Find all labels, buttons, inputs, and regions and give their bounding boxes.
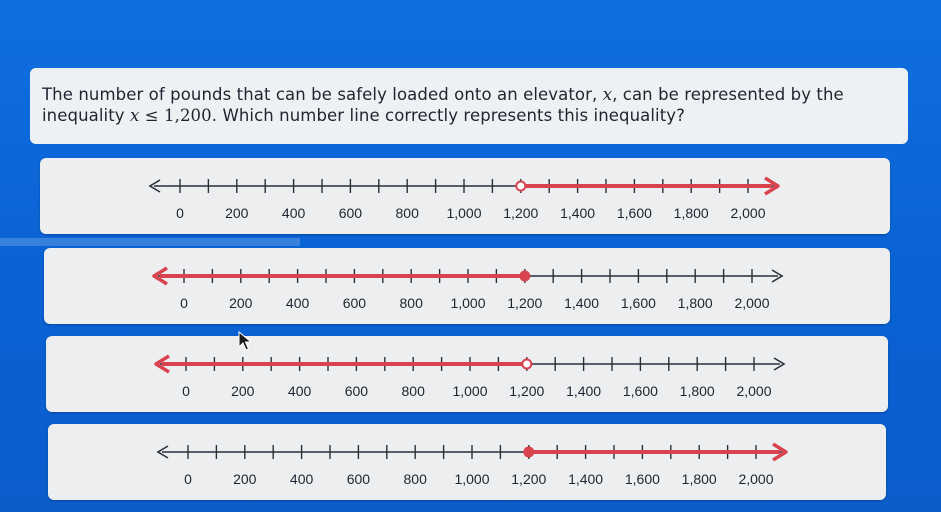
solution-arrowhead — [764, 176, 780, 196]
closed-endpoint — [519, 270, 531, 282]
tick-label: 400 — [286, 295, 310, 311]
tick-label: 1,400 — [568, 471, 603, 487]
tick-label: 200 — [233, 471, 257, 487]
tick-label: 1,400 — [566, 383, 601, 399]
tick-label: 1,000 — [450, 295, 485, 311]
answer-option-d[interactable]: 0 200 400 600 800 1,000 1,200 1,400 1,600 1,800 2,… — [48, 424, 886, 500]
axis-arrow-right — [773, 357, 786, 371]
tick-label: 800 — [400, 295, 424, 311]
mouse-pointer-icon — [238, 331, 252, 351]
tick-label: 800 — [404, 471, 428, 487]
tick-label: 0 — [180, 295, 188, 311]
axis-arrow-left — [156, 445, 169, 459]
question-text-before: The number of pounds that can be safely … — [42, 85, 603, 104]
number-line-d: 0 200 400 600 800 1,000 1,200 1,400 1,600 1,800 2,… — [156, 442, 788, 487]
tick-label: 1,200 — [503, 205, 538, 221]
tick-label: 2,000 — [736, 383, 771, 399]
tick-label: 1,000 — [446, 205, 481, 221]
tick-label: 1,200 — [511, 471, 546, 487]
tick-label: 200 — [225, 205, 249, 221]
number-line-c: 0 200 400 600 800 1,000 1,200 1,400 1,600 1,800 2,… — [154, 354, 786, 399]
question-text-after: . Which number line correctly represents… — [211, 106, 685, 125]
tick-label: 2,000 — [734, 295, 769, 311]
answer-option-b[interactable]: 0 200 400 600 800 1,000 1,200 1,400 1,600 1,800 2,… — [44, 248, 890, 324]
axis-arrow-left — [148, 179, 161, 193]
tick-label: 0 — [182, 383, 190, 399]
open-endpoint — [521, 358, 533, 370]
tick-label: 800 — [396, 205, 420, 221]
tick-label: 1,600 — [623, 383, 658, 399]
tick-label: 600 — [345, 383, 369, 399]
tick-label: 1,200 — [507, 295, 542, 311]
tick-label: 1,800 — [682, 471, 717, 487]
number-line-b: 0 200 400 600 800 1,000 1,200 1,400 1,600 1,800 2,… — [152, 266, 784, 311]
tick-label: 1,600 — [625, 471, 660, 487]
axis-arrow-right — [771, 269, 784, 283]
tick-label: 1,800 — [678, 295, 713, 311]
tick-label: 1,200 — [509, 383, 544, 399]
number-line-a: 0 200 400 600 800 1,000 1,200 1,400 1,600 1,800 2,… — [148, 176, 780, 221]
answer-option-a[interactable]: 0 200 400 600 800 1,000 1,200 1,400 1,600 1,800 2,… — [40, 158, 890, 234]
tick-label: 600 — [343, 295, 367, 311]
tick-label: 400 — [282, 205, 306, 221]
tick-label: 1,000 — [454, 471, 489, 487]
tick-label: 200 — [229, 295, 253, 311]
closed-endpoint — [523, 446, 535, 458]
solution-arrowhead — [152, 266, 168, 286]
screen-glare — [0, 238, 300, 246]
tick-label: 200 — [231, 383, 255, 399]
inequality-variable: x — [129, 106, 140, 125]
tick-label: 400 — [290, 471, 314, 487]
tick-label: 0 — [184, 471, 192, 487]
inequality-value: 1,200 — [164, 106, 212, 125]
tick-label: 2,000 — [738, 471, 773, 487]
solution-arrowhead — [154, 354, 170, 374]
solution-arrowhead — [772, 442, 788, 462]
tick-label: 2,000 — [730, 205, 765, 221]
tick-label: 1,600 — [617, 205, 652, 221]
question-text-middle: , can be represented by the inequality — [42, 85, 844, 125]
tick-label: 400 — [288, 383, 312, 399]
question-prompt: The number of pounds that can be safely … — [30, 68, 908, 144]
tick-label: 600 — [347, 471, 371, 487]
tick-label: 600 — [339, 205, 363, 221]
tick-label: 800 — [402, 383, 426, 399]
tick-label: 0 — [176, 205, 184, 221]
tick-label: 1,000 — [452, 383, 487, 399]
answer-option-c[interactable]: 0 200 400 600 800 1,000 1,200 1,400 1,600 1,800 2,… — [46, 336, 888, 412]
tick-label: 1,800 — [680, 383, 715, 399]
tick-label: 1,400 — [564, 295, 599, 311]
inequality-sign: ≤ — [139, 106, 165, 125]
question-variable: x — [602, 85, 613, 104]
tick-label: 1,800 — [674, 205, 709, 221]
tick-label: 1,400 — [560, 205, 595, 221]
open-endpoint — [515, 180, 527, 192]
tick-label: 1,600 — [621, 295, 656, 311]
